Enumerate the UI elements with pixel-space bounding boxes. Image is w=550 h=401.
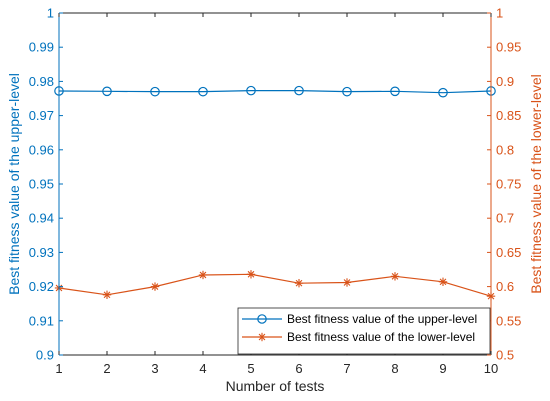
legend: Best fitness value of the upper-level Be… bbox=[237, 307, 491, 355]
x-tick-label: 5 bbox=[247, 361, 254, 376]
x-tick-label: 2 bbox=[103, 361, 110, 376]
right-tick-label: 0.5 bbox=[496, 348, 514, 363]
left-axis-title: Best fitness value of the upper-level bbox=[6, 73, 22, 295]
legend-marker-upper-circle bbox=[257, 314, 267, 324]
data-point-lower-6 bbox=[294, 278, 304, 288]
series-line-upper bbox=[58, 90, 492, 94]
right-tick-label: 0.6 bbox=[496, 279, 514, 294]
x-tick-label: 10 bbox=[484, 361, 498, 376]
right-tick-label: 0.75 bbox=[496, 177, 521, 192]
right-tick-label: 0.65 bbox=[496, 245, 521, 260]
left-tick-label: 0.9 bbox=[36, 348, 54, 363]
data-point-lower-8 bbox=[390, 272, 400, 281]
plot-area bbox=[59, 13, 491, 355]
left-tick-label: 0.98 bbox=[29, 74, 54, 89]
right-tick-label: 1 bbox=[496, 6, 503, 21]
axes-layer: 1 2 3 4 5 6 7 8 9 100.90.910.920.930.940.950.960.… bbox=[29, 6, 522, 377]
left-tick-label: 0.95 bbox=[29, 177, 54, 192]
right-tick-label: 0.55 bbox=[496, 313, 521, 328]
x-tick-label: 3 bbox=[151, 361, 158, 376]
data-point-upper-8 bbox=[390, 86, 400, 97]
data-point-lower-7 bbox=[342, 278, 352, 287]
data-point-upper-4 bbox=[198, 86, 208, 97]
series-line-lower bbox=[58, 273, 492, 297]
x-tick-label: 9 bbox=[439, 361, 446, 376]
right-tick-label: 0.7 bbox=[496, 211, 514, 226]
left-tick-label: 0.93 bbox=[29, 245, 54, 260]
data-point-lower-9 bbox=[438, 277, 448, 287]
data-point-lower-3 bbox=[150, 282, 160, 291]
plot-background bbox=[59, 13, 491, 355]
data-point-upper-5 bbox=[246, 85, 256, 96]
left-tick-label: 0.91 bbox=[29, 313, 54, 328]
legend-marker-lower-star bbox=[257, 332, 267, 342]
left-tick-label: 0.99 bbox=[29, 40, 54, 55]
x-tick-label: 6 bbox=[295, 361, 302, 376]
legend-label-lower: Best fitness value of the lower-level bbox=[287, 330, 475, 344]
x-tick-label: 8 bbox=[391, 361, 398, 376]
data-point-lower-5 bbox=[246, 270, 256, 279]
right-tick-label: 0.85 bbox=[496, 108, 521, 123]
x-axis-title: Number of tests bbox=[226, 378, 325, 394]
x-tick-label: 4 bbox=[199, 361, 206, 376]
right-tick-label: 0.9 bbox=[496, 74, 514, 89]
data-point-upper-2 bbox=[102, 86, 112, 97]
right-tick-label: 0.95 bbox=[496, 40, 521, 55]
left-tick-label: 0.96 bbox=[29, 142, 54, 157]
data-point-upper-6 bbox=[294, 85, 304, 96]
x-tick-label: 1 bbox=[55, 361, 62, 376]
left-tick-label: 0.94 bbox=[29, 211, 54, 226]
left-tick-label: 1 bbox=[47, 6, 54, 21]
left-tick-label: 0.92 bbox=[29, 279, 54, 294]
left-tick-label: 0.97 bbox=[29, 108, 54, 123]
right-tick-label: 0.8 bbox=[496, 142, 514, 157]
data-point-lower-4 bbox=[198, 270, 208, 280]
data-point-lower-2 bbox=[102, 290, 112, 300]
x-tick-label: 7 bbox=[343, 361, 350, 376]
data-point-upper-9 bbox=[438, 87, 448, 98]
data-point-upper-7 bbox=[342, 86, 352, 97]
data-point-upper-3 bbox=[150, 86, 160, 97]
legend-star-glyph bbox=[257, 332, 267, 342]
legend-label-upper: Best fitness value of the upper-level bbox=[287, 312, 477, 326]
right-axis-title: Best fitness value of the lower-level bbox=[528, 74, 544, 293]
legend-box bbox=[237, 307, 491, 355]
